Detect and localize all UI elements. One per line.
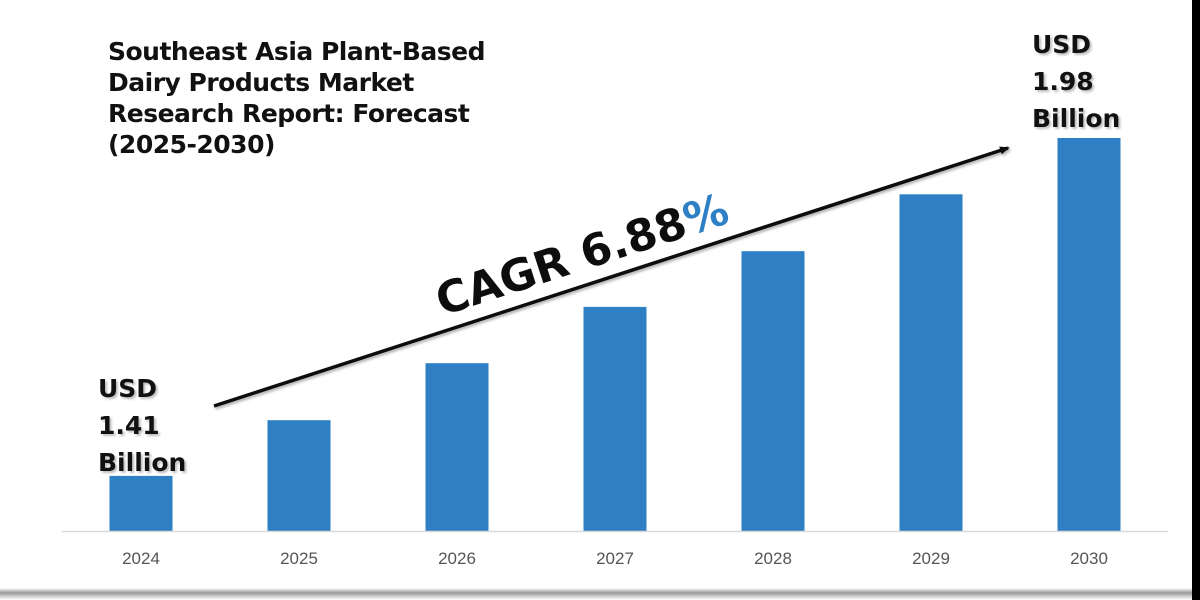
title-line-2: Dairy Products Market (108, 68, 414, 97)
x-tick-label-2030: 2030 (1070, 549, 1108, 568)
bar-2025 (267, 420, 331, 531)
right-border (1192, 0, 1200, 600)
start-value-label: USD 1.41 Billion (98, 370, 186, 481)
trend-arrow (213, 146, 1010, 408)
x-tick-label-2025: 2025 (280, 549, 318, 568)
x-tick-label-2028: 2028 (754, 549, 792, 568)
end-value-label: USD 1.98 Billion (1032, 26, 1120, 137)
x-tick-labels: 2024 2025 2026 2027 2028 2029 2030 (122, 549, 1108, 568)
title-line-4: (2025-2030) (108, 130, 275, 159)
title-line-1: Southeast Asia Plant-Based (108, 37, 486, 66)
end-currency: USD (1032, 30, 1092, 59)
bar-2024 (109, 475, 173, 531)
end-value: 1.98 (1032, 67, 1094, 96)
bar-2028 (741, 251, 805, 531)
bar-2027 (583, 306, 647, 531)
x-tick-label-2027: 2027 (596, 549, 634, 568)
bars-group (109, 138, 1121, 532)
title-line-3: Research Report: Forecast (108, 99, 470, 128)
start-unit: Billion (98, 448, 187, 477)
bar-2026 (425, 363, 489, 531)
bar-2029 (899, 194, 963, 532)
end-unit: Billion (1032, 104, 1121, 133)
x-tick-label-2024: 2024 (122, 549, 160, 568)
start-value: 1.41 (98, 411, 160, 440)
bar-2030 (1057, 138, 1121, 531)
start-currency: USD (98, 374, 158, 403)
x-tick-label-2029: 2029 (912, 549, 950, 568)
chart-title: Southeast Asia Plant-Based Dairy Product… (108, 36, 528, 160)
x-tick-label-2026: 2026 (438, 549, 476, 568)
bottom-shadow-divider (0, 588, 1192, 600)
cagr-annotation: CAGR 6.88% (430, 184, 735, 327)
